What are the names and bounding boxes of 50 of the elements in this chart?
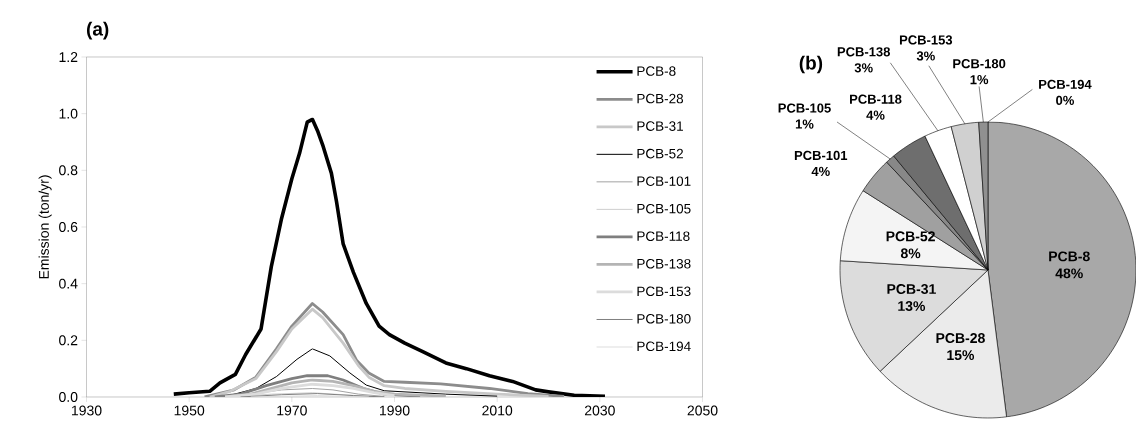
data-label: 1%	[795, 119, 814, 129]
legend-label: PCB-194	[637, 341, 691, 352]
x-tick-label: 2050	[687, 405, 718, 416]
legend-label: PCB-31	[637, 121, 683, 131]
slice-label: PCB-118	[850, 94, 902, 104]
slice-label: PCB-8	[1049, 251, 1090, 262]
legend-label: PCB-52	[637, 148, 683, 159]
y-tick-label: 0.8	[59, 165, 78, 176]
legend-label: PCB-28	[637, 93, 684, 104]
x-tick-label: 1950	[174, 405, 205, 416]
data-label: 15%	[947, 350, 975, 361]
category-label: PCB-194	[1039, 79, 1092, 89]
data-label: 3%	[854, 63, 873, 73]
slice-label: PCB-105	[778, 103, 831, 113]
y-tick-label: 0.0	[59, 392, 78, 402]
slice-label: PCB-28	[936, 333, 985, 344]
x-tick-label: 1970	[277, 405, 307, 416]
y-tick-label: 1.2	[59, 52, 78, 62]
slice-label: PCB-31	[887, 284, 936, 295]
y-tick-label: 1.0	[59, 108, 78, 119]
y-axis-title: Emission (ton/yr)	[38, 175, 52, 279]
slice-label: PCB-180	[953, 59, 1006, 69]
data-label: 4%	[811, 166, 830, 177]
text: (b)	[799, 55, 823, 74]
legend-label: PCB-118	[637, 231, 690, 241]
slice-label: PCB-153	[899, 35, 953, 45]
data-label: 8%	[900, 248, 921, 259]
y-tick-label: 0.2	[59, 335, 78, 346]
legend-label: PCB-153	[637, 286, 691, 297]
x-tick-label: 1990	[380, 405, 410, 416]
x-tick-label: 2030	[584, 405, 615, 416]
legend-label: PCB-8	[637, 66, 676, 76]
chart-title: (a)	[86, 21, 109, 40]
data-label: 4%	[866, 110, 885, 120]
legend-label: PCB-101	[637, 176, 691, 186]
slice-label: PCB-138	[837, 47, 891, 57]
legend-label: PCB-105	[637, 203, 691, 214]
data-label: 1%	[970, 75, 989, 85]
x-tick-label: 1930	[72, 405, 102, 416]
data-label: 48%	[1055, 268, 1083, 279]
legend-label: PCB-180	[637, 314, 691, 324]
y-tick-label: 0.6	[59, 222, 78, 232]
data-label: 13%	[898, 301, 926, 312]
x-tick-label: 2010	[482, 405, 513, 416]
slice-label: PCB-52	[886, 231, 935, 242]
slice-label: PCB-101	[794, 150, 848, 161]
legend-label: PCB-138	[637, 258, 691, 269]
y-tick-label: 0.4	[59, 278, 78, 289]
data-label: 3%	[916, 51, 935, 61]
text: 0%	[1056, 95, 1075, 105]
